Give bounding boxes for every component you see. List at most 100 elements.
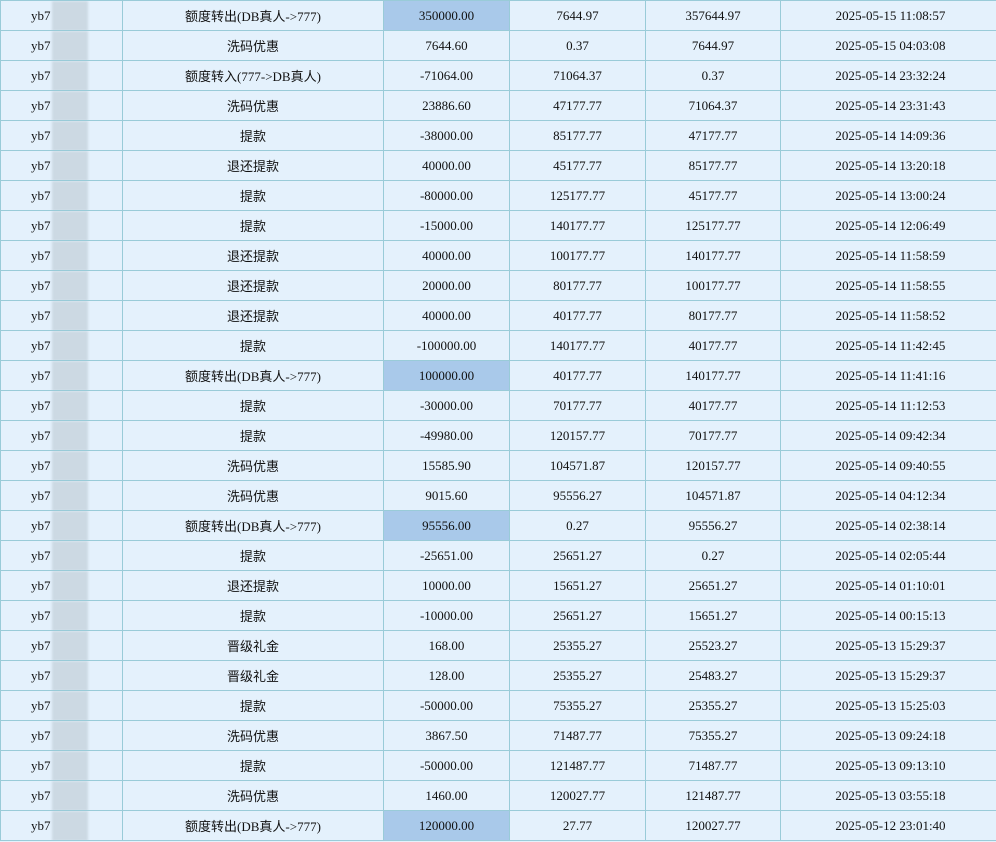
amount-cell: -100000.00 [383, 330, 510, 361]
redaction-blur [52, 391, 88, 420]
time-cell: 2025-05-13 15:25:03 [780, 690, 996, 721]
balance-after-cell: 140177.77 [645, 360, 781, 391]
table-row: yb7 洗码优惠 9015.60 95556.27 104571.87 2025-05-1… [0, 480, 996, 511]
table-row: yb7 退还提款 40000.00 45177.77 85177.77 2025-05-1… [0, 150, 996, 181]
redaction-blur [52, 421, 88, 450]
time-cell: 2025-05-14 11:58:59 [780, 240, 996, 271]
username-cell: yb7 [0, 120, 123, 151]
balance-after-cell: 104571.87 [645, 480, 781, 511]
amount-cell: -25651.00 [383, 540, 510, 571]
redaction-blur [52, 241, 88, 270]
username-text: yb7 [31, 427, 51, 443]
table-row: yb7 晋级礼金 128.00 25355.27 25483.27 2025-05-13 … [0, 660, 996, 691]
amount-cell: 120000.00 [383, 810, 510, 841]
amount-cell: 95556.00 [383, 510, 510, 541]
username-text: yb7 [31, 547, 51, 563]
username-cell: yb7 [0, 60, 123, 91]
username-text: yb7 [31, 307, 51, 323]
amount-cell: -10000.00 [383, 600, 510, 631]
username-cell: yb7 [0, 360, 123, 391]
amount-cell: -50000.00 [383, 750, 510, 781]
balance-before-cell: 95556.27 [509, 480, 646, 511]
username-cell: yb7 [0, 30, 123, 61]
username-cell: yb7 [0, 300, 123, 331]
redaction-blur [52, 811, 88, 840]
table-row: yb7 提款 -50000.00 75355.27 25355.27 2025-05-13… [0, 690, 996, 721]
amount-cell: -15000.00 [383, 210, 510, 241]
type-cell: 退还提款 [122, 240, 384, 271]
time-cell: 2025-05-14 11:58:55 [780, 270, 996, 301]
balance-after-cell: 47177.77 [645, 120, 781, 151]
type-cell: 退还提款 [122, 570, 384, 601]
balance-after-cell: 140177.77 [645, 240, 781, 271]
username-cell: yb7 [0, 480, 123, 511]
username-cell: yb7 [0, 720, 123, 751]
table-row: yb7 洗码优惠 23886.60 47177.77 71064.37 2025-05-1… [0, 90, 996, 121]
balance-after-cell: 75355.27 [645, 720, 781, 751]
username-text: yb7 [31, 337, 51, 353]
redaction-blur [52, 151, 88, 180]
redaction-blur [52, 631, 88, 660]
balance-before-cell: 27.77 [509, 810, 646, 841]
balance-after-cell: 125177.77 [645, 210, 781, 241]
table-row: yb7 退还提款 40000.00 100177.77 140177.77 2025-05… [0, 240, 996, 271]
type-cell: 提款 [122, 420, 384, 451]
username-text: yb7 [31, 397, 51, 413]
type-cell: 提款 [122, 390, 384, 421]
username-text: yb7 [31, 127, 51, 143]
type-cell: 晋级礼金 [122, 630, 384, 661]
table-row: yb7 额度转出(DB真人->777) 100000.00 40177.77 14017… [0, 360, 996, 391]
balance-before-cell: 47177.77 [509, 90, 646, 121]
table-row: yb7 额度转出(DB真人->777) 120000.00 27.77 120027.7… [0, 810, 996, 841]
amount-cell: 1460.00 [383, 780, 510, 811]
username-text: yb7 [31, 187, 51, 203]
username-text: yb7 [31, 577, 51, 593]
type-cell: 提款 [122, 600, 384, 631]
time-cell: 2025-05-13 15:29:37 [780, 660, 996, 691]
balance-after-cell: 120027.77 [645, 810, 781, 841]
balance-after-cell: 95556.27 [645, 510, 781, 541]
type-cell: 提款 [122, 540, 384, 571]
redaction-blur [52, 91, 88, 120]
time-cell: 2025-05-15 11:08:57 [780, 0, 996, 31]
time-cell: 2025-05-14 13:20:18 [780, 150, 996, 181]
balance-after-cell: 25523.27 [645, 630, 781, 661]
balance-before-cell: 100177.77 [509, 240, 646, 271]
username-cell: yb7 [0, 210, 123, 241]
username-cell: yb7 [0, 570, 123, 601]
time-cell: 2025-05-14 14:09:36 [780, 120, 996, 151]
balance-before-cell: 70177.77 [509, 390, 646, 421]
time-cell: 2025-05-14 09:42:34 [780, 420, 996, 451]
amount-cell: -50000.00 [383, 690, 510, 721]
username-cell: yb7 [0, 540, 123, 571]
balance-after-cell: 0.27 [645, 540, 781, 571]
time-cell: 2025-05-12 23:01:40 [780, 810, 996, 841]
balance-after-cell: 40177.77 [645, 330, 781, 361]
type-cell: 提款 [122, 330, 384, 361]
table-row: yb7 洗码优惠 1460.00 120027.77 121487.77 2025-05-… [0, 780, 996, 811]
redaction-blur [52, 361, 88, 390]
username-text: yb7 [31, 157, 51, 173]
type-cell: 额度转出(DB真人->777) [122, 0, 384, 31]
amount-cell: 40000.00 [383, 300, 510, 331]
table-row: yb7 额度转出(DB真人->777) 350000.00 7644.97 357644… [0, 0, 996, 31]
username-text: yb7 [31, 37, 51, 53]
balance-before-cell: 140177.77 [509, 210, 646, 241]
redaction-blur [52, 451, 88, 480]
balance-before-cell: 121487.77 [509, 750, 646, 781]
balance-before-cell: 7644.97 [509, 0, 646, 31]
balance-before-cell: 120027.77 [509, 780, 646, 811]
table-row: yb7 洗码优惠 7644.60 0.37 7644.97 2025-05-15 04:0… [0, 30, 996, 61]
username-cell: yb7 [0, 600, 123, 631]
table-row: yb7 提款 -30000.00 70177.77 40177.77 2025-05-14… [0, 390, 996, 421]
redaction-blur [52, 601, 88, 630]
table-row: yb7 额度转入(777->DB真人) -71064.00 71064.37 0.37 2… [0, 60, 996, 91]
time-cell: 2025-05-13 09:24:18 [780, 720, 996, 751]
balance-before-cell: 25651.27 [509, 600, 646, 631]
username-text: yb7 [31, 367, 51, 383]
balance-after-cell: 0.37 [645, 60, 781, 91]
table-row: yb7 提款 -49980.00 120157.77 70177.77 2025-05-1… [0, 420, 996, 451]
time-cell: 2025-05-14 02:38:14 [780, 510, 996, 541]
balance-before-cell: 125177.77 [509, 180, 646, 211]
time-cell: 2025-05-14 23:32:24 [780, 60, 996, 91]
